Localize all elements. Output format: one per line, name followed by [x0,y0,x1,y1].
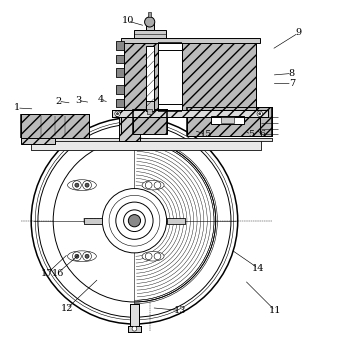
Bar [146,22,154,30]
Bar [146,46,154,107]
Bar [84,218,102,224]
Circle shape [109,195,160,246]
Bar [113,110,268,118]
Text: 12: 12 [61,304,73,313]
Bar [31,140,261,149]
Text: 5: 5 [248,130,254,139]
Circle shape [85,183,89,187]
Bar [21,138,55,144]
Text: 8: 8 [289,69,295,78]
Bar [130,304,139,326]
Bar [116,99,124,107]
Text: 10: 10 [121,16,134,26]
Bar [119,112,139,141]
Bar [116,41,124,50]
Text: 15: 15 [199,130,212,139]
Bar [211,116,244,124]
Bar [167,218,185,224]
Bar [21,138,272,141]
Circle shape [257,111,262,117]
Circle shape [259,113,261,115]
Bar [21,114,89,138]
Circle shape [144,17,155,27]
Bar [167,218,185,224]
Bar [148,12,151,17]
Text: 6: 6 [259,130,265,139]
Bar [113,110,268,118]
Bar [182,43,256,111]
Bar [146,100,154,111]
Bar [116,55,124,63]
Text: 14: 14 [252,264,264,273]
Bar [21,138,272,141]
Bar [221,118,234,122]
Text: 16: 16 [51,269,64,278]
Text: 3: 3 [75,96,82,105]
Bar [124,43,158,111]
Text: 9: 9 [295,28,302,37]
Ellipse shape [68,180,96,191]
Bar [130,304,139,326]
Bar [31,140,261,149]
Text: 7: 7 [289,79,295,88]
Ellipse shape [68,251,96,262]
Bar [116,68,124,77]
Circle shape [53,139,216,302]
Circle shape [102,189,167,253]
Bar [116,68,124,77]
Text: 1: 1 [14,104,20,112]
Ellipse shape [142,180,164,190]
Bar [124,43,158,111]
Text: 2: 2 [55,97,62,106]
Bar [158,50,182,104]
Text: 13: 13 [174,306,186,315]
Bar [133,109,167,134]
Circle shape [117,113,119,115]
Circle shape [75,254,79,258]
Bar [128,326,141,332]
Text: 17: 17 [41,269,54,278]
Circle shape [85,254,89,258]
Bar [128,326,141,332]
Bar [147,109,152,114]
Bar [116,85,124,94]
Ellipse shape [142,252,164,261]
Circle shape [132,326,137,331]
Circle shape [115,111,120,117]
Circle shape [31,118,238,324]
Bar [134,30,166,38]
Bar [187,107,272,136]
Bar [84,218,102,224]
Circle shape [129,215,140,227]
Bar [116,41,124,50]
Circle shape [124,210,145,232]
Bar [116,55,124,63]
Circle shape [75,183,79,187]
Bar [121,38,260,43]
Bar [116,85,124,94]
Text: 11: 11 [269,306,281,315]
Bar [182,43,256,111]
Bar [116,99,124,107]
Text: 4: 4 [98,95,104,104]
Circle shape [116,202,153,239]
